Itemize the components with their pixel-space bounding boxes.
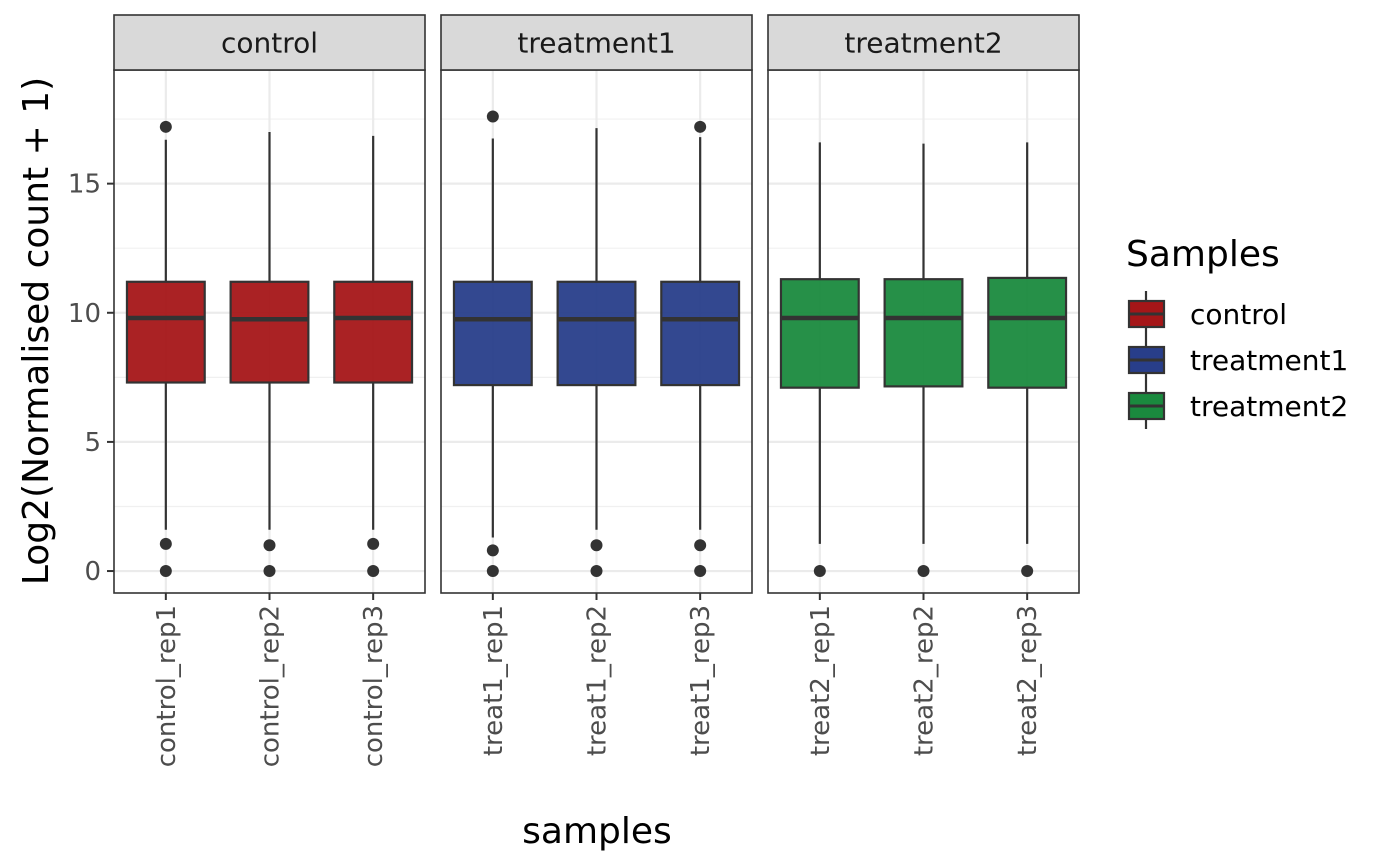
box-body — [229, 280, 310, 384]
outlier-point — [486, 565, 499, 578]
y-tick-label: 5 — [84, 428, 101, 458]
facet-panels: control_rep1 control_rep2 control_rep3 cont… — [113, 14, 1080, 767]
box-body — [452, 280, 533, 387]
outlier-point — [813, 565, 826, 578]
facet-panel-treatment2: treat2_rep1 treat2_rep2 treat2_rep3 treatme… — [767, 14, 1080, 756]
legend-title: Samples — [1126, 234, 1280, 275]
legend-label: treatment1 — [1190, 344, 1348, 377]
legend-label: control — [1190, 298, 1287, 331]
x-axis-title: samples — [522, 811, 672, 852]
box-body — [125, 280, 206, 384]
box-treat1_rep2: treat1_rep2 — [556, 128, 637, 756]
box-body — [883, 278, 964, 388]
box-control_rep3: control_rep3 — [333, 135, 414, 767]
facet-strip-label: control — [221, 27, 318, 60]
facet-strip-label: treatment2 — [844, 27, 1002, 60]
outlier-point — [159, 537, 172, 550]
box-treat1_rep3: treat1_rep3 — [660, 120, 741, 756]
y-tick-label: 0 — [84, 557, 101, 587]
outlier-point — [263, 565, 276, 578]
facet-strip — [767, 14, 1080, 71]
y-tick-label: 15 — [68, 170, 101, 200]
box-treat2_rep1: treat2_rep1 — [779, 142, 860, 756]
outlier-point — [159, 120, 172, 133]
outlier-point — [694, 539, 707, 552]
outlier-point — [694, 120, 707, 133]
facet-panel-treatment1: treat1_rep1 treat1_rep2 treat1_rep3 treatme… — [440, 14, 753, 756]
y-axis: 0 5 10 15 — [68, 170, 114, 587]
box-body — [987, 276, 1068, 389]
outlier-point — [367, 537, 380, 550]
legend-label: treatment2 — [1190, 390, 1348, 423]
outlier-point — [486, 110, 499, 123]
box-control_rep1: control_rep1 — [125, 120, 206, 767]
box-body — [556, 280, 637, 387]
legend-item-treatment1: treatment1 — [1127, 337, 1348, 383]
legend-item-treatment2: treatment2 — [1127, 383, 1348, 429]
x-tick-label: treat2_rep3 — [1013, 605, 1043, 756]
legend-item-control: control — [1127, 291, 1287, 337]
x-tick-label: control_rep2 — [256, 605, 286, 767]
box-treat2_rep3: treat2_rep3 — [987, 142, 1068, 756]
outlier-point — [367, 565, 380, 578]
x-tick-label: control_rep1 — [152, 605, 182, 767]
box-control_rep2: control_rep2 — [229, 131, 310, 767]
outlier-point — [159, 565, 172, 578]
x-tick-label: control_rep3 — [359, 605, 389, 767]
outlier-point — [694, 565, 707, 578]
legend: Samples control treatment1 treatment2 — [1126, 234, 1348, 429]
box-treat1_rep1: treat1_rep1 — [452, 110, 533, 756]
x-tick-label: treat2_rep2 — [910, 605, 940, 756]
outlier-point — [590, 539, 603, 552]
facet-strip — [113, 14, 426, 71]
outlier-point — [917, 565, 930, 578]
outlier-point — [263, 539, 276, 552]
box-body — [333, 280, 414, 384]
x-tick-label: treat1_rep1 — [479, 605, 509, 756]
facet-strip-label: treatment1 — [517, 27, 675, 60]
facet-panel-control: control_rep1 control_rep2 control_rep3 cont… — [113, 14, 426, 767]
x-tick-label: treat2_rep1 — [806, 605, 836, 756]
box-body — [779, 278, 860, 389]
x-tick-label: treat1_rep3 — [686, 605, 716, 756]
facet-strip — [440, 14, 753, 71]
outlier-point — [486, 544, 499, 557]
outlier-point — [1021, 565, 1034, 578]
x-tick-label: treat1_rep2 — [583, 605, 613, 756]
box-treat2_rep2: treat2_rep2 — [883, 143, 964, 756]
y-axis-title: Log2(Normalised count + 1) — [16, 77, 57, 585]
y-tick-label: 10 — [68, 299, 101, 329]
box-body — [660, 280, 741, 387]
outlier-point — [590, 565, 603, 578]
